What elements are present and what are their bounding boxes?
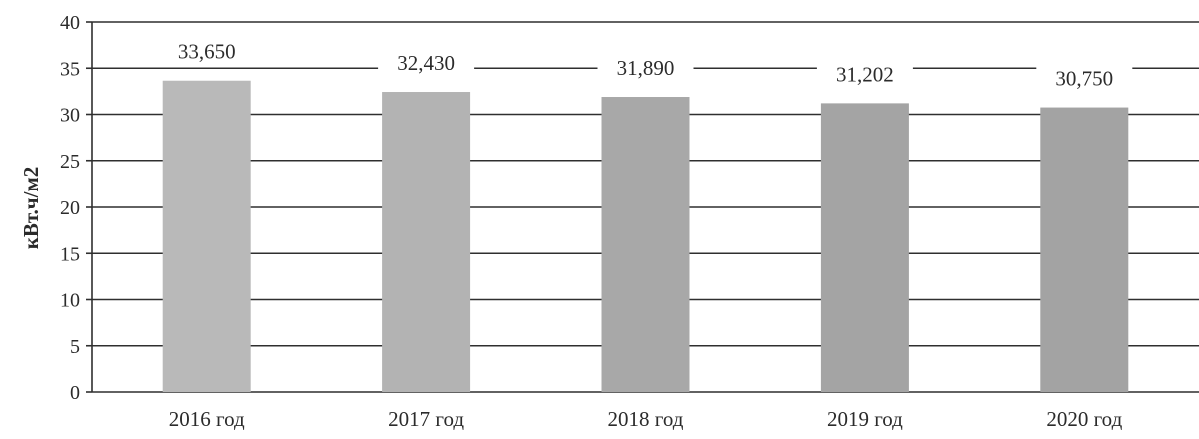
data-labels: 33,650 32,430 31,890 31,202 30,750 xyxy=(158,38,1133,94)
x-tick-label: 2016 год xyxy=(169,407,245,431)
y-tick-label: 15 xyxy=(60,243,80,265)
y-tick-label: 10 xyxy=(60,290,80,312)
y-tick-label: 5 xyxy=(70,336,80,358)
bars xyxy=(162,80,1129,393)
data-label-background xyxy=(158,38,255,67)
bar xyxy=(382,92,471,393)
y-tick-label: 0 xyxy=(70,382,80,404)
data-label: 30,750 xyxy=(1055,67,1113,91)
y-tick-label: 20 xyxy=(60,197,80,219)
data-label-background xyxy=(597,55,694,84)
x-tick-label: 2019 год xyxy=(827,407,903,431)
data-label-background xyxy=(378,50,475,79)
data-label: 33,650 xyxy=(178,40,236,64)
data-label-background xyxy=(816,61,913,90)
y-axis-title: кВт.ч/м2 xyxy=(19,167,43,250)
data-label-background xyxy=(1036,65,1133,94)
data-label: 31,890 xyxy=(617,56,675,80)
bar xyxy=(601,97,690,392)
y-tick-label: 40 xyxy=(60,12,80,34)
y-tick-label: 30 xyxy=(60,105,80,127)
y-axis-ticks: 0 5 10 15 20 25 30 35 40 xyxy=(60,12,93,404)
bar xyxy=(820,103,909,392)
bar xyxy=(1040,107,1129,392)
y-tick-label: 25 xyxy=(60,151,80,173)
x-tick-label: 2018 год xyxy=(608,407,684,431)
y-tick-label: 35 xyxy=(60,58,80,80)
data-label: 31,202 xyxy=(836,62,894,86)
x-tick-label: 2020 год xyxy=(1046,407,1122,431)
bar xyxy=(162,80,251,393)
data-label: 32,430 xyxy=(397,51,455,75)
x-tick-label: 2017 год xyxy=(388,407,464,431)
x-axis-ticks: 2016 год 2017 год 2018 год 2019 год 2020 год xyxy=(169,407,1123,431)
